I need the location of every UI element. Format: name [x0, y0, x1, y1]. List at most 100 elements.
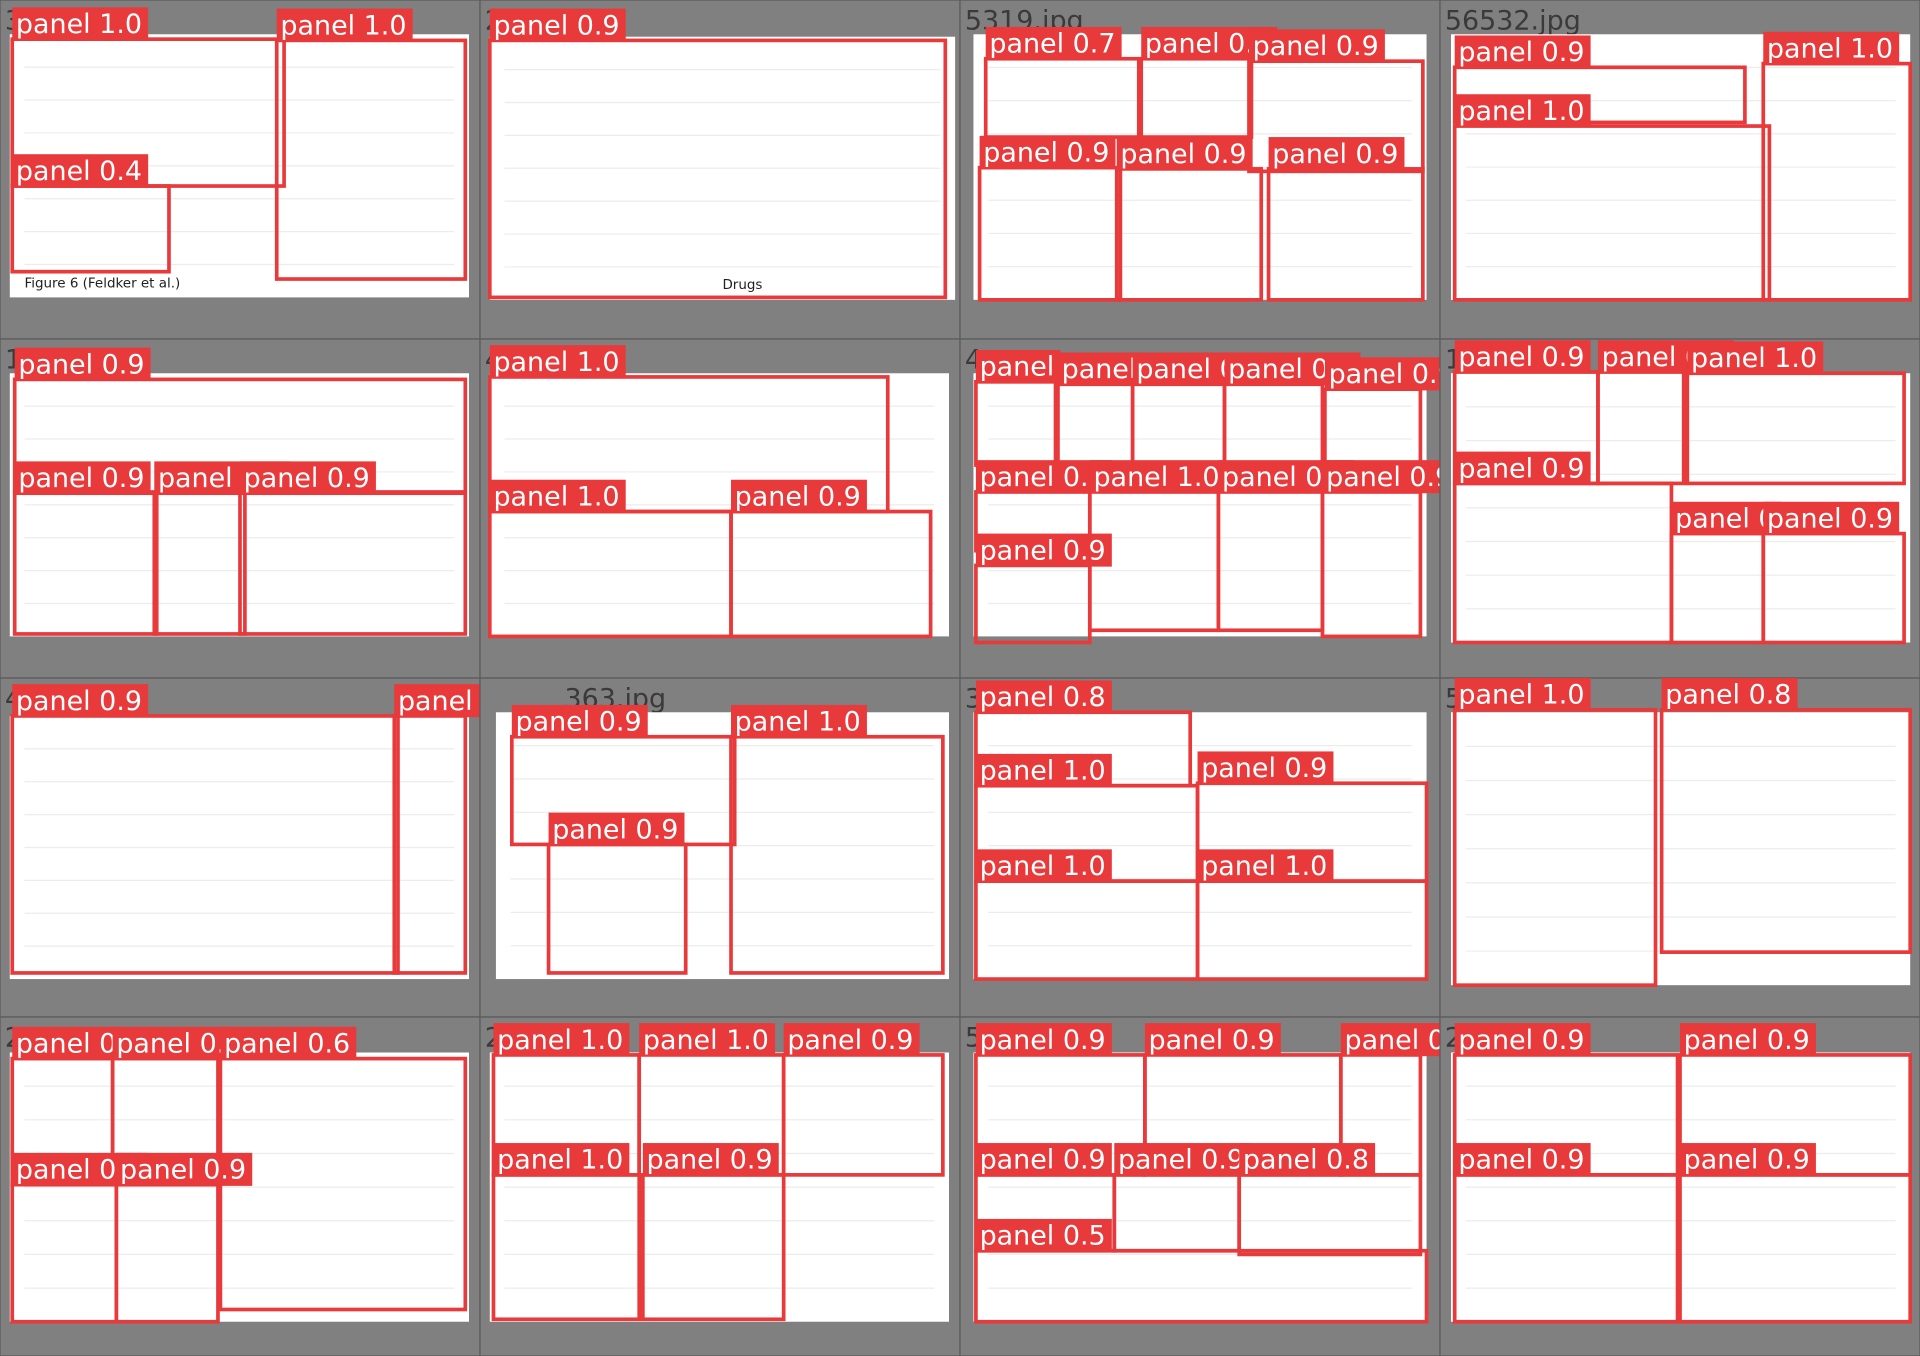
label-background: [642, 1143, 779, 1177]
detection-label: panel 1.0: [1201, 851, 1327, 882]
label-background: [1454, 94, 1591, 128]
detection-label: panel 0.9: [983, 138, 1109, 169]
label-background: [1454, 35, 1591, 69]
label-background: [1197, 849, 1334, 883]
label-background: [493, 1143, 630, 1177]
label-background: [979, 135, 1116, 169]
detection-box: [487, 38, 948, 300]
detection-label: panel 0.6: [224, 1028, 350, 1059]
detection-label: panel 1.0: [16, 9, 142, 40]
label-background: [12, 154, 149, 188]
detection-label: panel 0.9: [1253, 31, 1379, 62]
label-background: [1114, 1143, 1251, 1177]
label-background: [731, 479, 867, 513]
detection-label: panel 0.9: [980, 1145, 1106, 1176]
detection-label: panel 1.0: [1767, 34, 1893, 65]
detection-label: panel 0.9: [1120, 139, 1246, 170]
label-background: [975, 1023, 1112, 1057]
detection-label: panel 0.9: [647, 1145, 773, 1176]
detection-label: panel 0.9: [516, 707, 642, 738]
label-background: [1324, 357, 1461, 391]
detection-label: panel 0.9: [18, 349, 144, 380]
detection-label: panel 0.9: [1458, 1145, 1584, 1176]
label-background: [1454, 340, 1591, 374]
detection-box: [974, 1248, 1429, 1324]
label-background: [489, 8, 626, 42]
detection-label: panel 0.9: [1458, 342, 1584, 373]
label-background: [276, 8, 413, 42]
label-background: [975, 460, 1112, 494]
detection-label: panel 0: [16, 1028, 116, 1059]
label-background: [975, 350, 1061, 384]
label-background: [1248, 29, 1385, 63]
detection-label: panel 1.0: [497, 1025, 623, 1056]
detection-label: panel 0.9: [1767, 503, 1893, 534]
label-background: [1454, 678, 1591, 712]
label-background: [14, 347, 151, 381]
detection-label: panel 0: [1344, 1025, 1444, 1056]
label-background: [12, 7, 149, 41]
label-background: [1763, 501, 1900, 535]
label-background: [1197, 751, 1334, 785]
label-background: [548, 812, 685, 846]
detection-label: panel 0.9: [552, 814, 678, 845]
label-background: [489, 345, 626, 379]
detection-label: panel 0.7: [989, 29, 1115, 60]
detection-label: panel 0.9: [1458, 453, 1584, 484]
tile-tag: 56532.jpg: [1445, 5, 1581, 36]
detection-label: panel 0.4: [16, 156, 142, 187]
detection-label: panel 0.5: [980, 1221, 1106, 1252]
detection-label: panel 1.0: [493, 347, 619, 378]
label-background: [975, 680, 1112, 714]
label-background: [489, 479, 626, 513]
label-background: [1680, 1143, 1816, 1177]
label-background: [1116, 137, 1253, 171]
label-background: [12, 1026, 123, 1060]
label-background: [1454, 1143, 1591, 1177]
label-background: [985, 26, 1122, 60]
detection-label: panel 0.9: [1329, 359, 1455, 390]
label-background: [1763, 31, 1900, 65]
label-background: [116, 1152, 253, 1186]
detection-label: panel 0.9: [735, 481, 861, 512]
label-background: [975, 849, 1112, 883]
figure-caption: Drugs: [722, 278, 762, 293]
label-background: [975, 753, 1112, 787]
detection-label: panel 1.0: [497, 1145, 623, 1176]
detection-label: panel 0.9: [244, 463, 370, 494]
label-background: [220, 1026, 357, 1060]
detection-label: panel 0.9: [120, 1155, 246, 1186]
label-background: [975, 1218, 1112, 1252]
label-background: [112, 1026, 232, 1060]
detection-label: panel 0: [1675, 503, 1775, 534]
label-background: [12, 684, 149, 718]
detection-label: panel 0.: [116, 1028, 225, 1059]
detection-label: panel 0.9: [493, 10, 619, 41]
detection-label: panel 1.0: [735, 707, 861, 738]
label-background: [1661, 678, 1798, 712]
label-background: [1687, 341, 1824, 375]
label-background: [1680, 1023, 1816, 1057]
label-background: [1340, 1023, 1452, 1057]
detection-label: panel 0.9: [1118, 1145, 1244, 1176]
detection-label: panel 1.0: [493, 481, 619, 512]
label-background: [975, 1143, 1112, 1177]
detection-label: panel 1.0: [1093, 462, 1219, 493]
detection-label: panel 0.9: [787, 1025, 913, 1056]
detection-label: panel: [1062, 354, 1137, 385]
detection-label: panel 1.0: [980, 851, 1106, 882]
